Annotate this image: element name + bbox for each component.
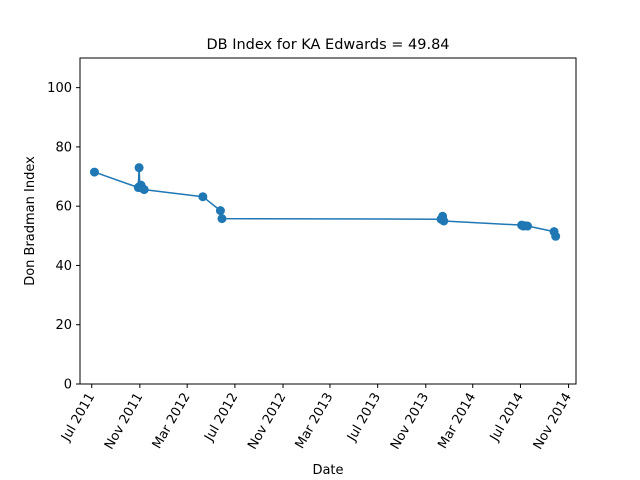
data-point [139, 185, 149, 195]
x-axis-label: Date [312, 463, 343, 478]
y-tick-label: 80 [55, 140, 72, 155]
y-tick-label: 60 [55, 200, 72, 215]
data-point [551, 231, 561, 241]
data-point [134, 163, 144, 173]
data-point [217, 214, 227, 224]
y-axis-label: Don Bradman Index [23, 156, 38, 286]
data-point [522, 221, 532, 231]
y-tick-label: 40 [55, 259, 72, 274]
y-tick-label: 100 [47, 81, 72, 96]
y-tick-label: 0 [64, 378, 72, 393]
plot-frame [79, 57, 577, 385]
y-tick-label: 20 [55, 318, 72, 333]
chart-title: DB Index for KA Edwards = 49.84 [206, 37, 449, 53]
data-point [215, 206, 225, 216]
data-point [198, 192, 208, 202]
data-point [89, 167, 99, 177]
data-point [439, 216, 449, 226]
